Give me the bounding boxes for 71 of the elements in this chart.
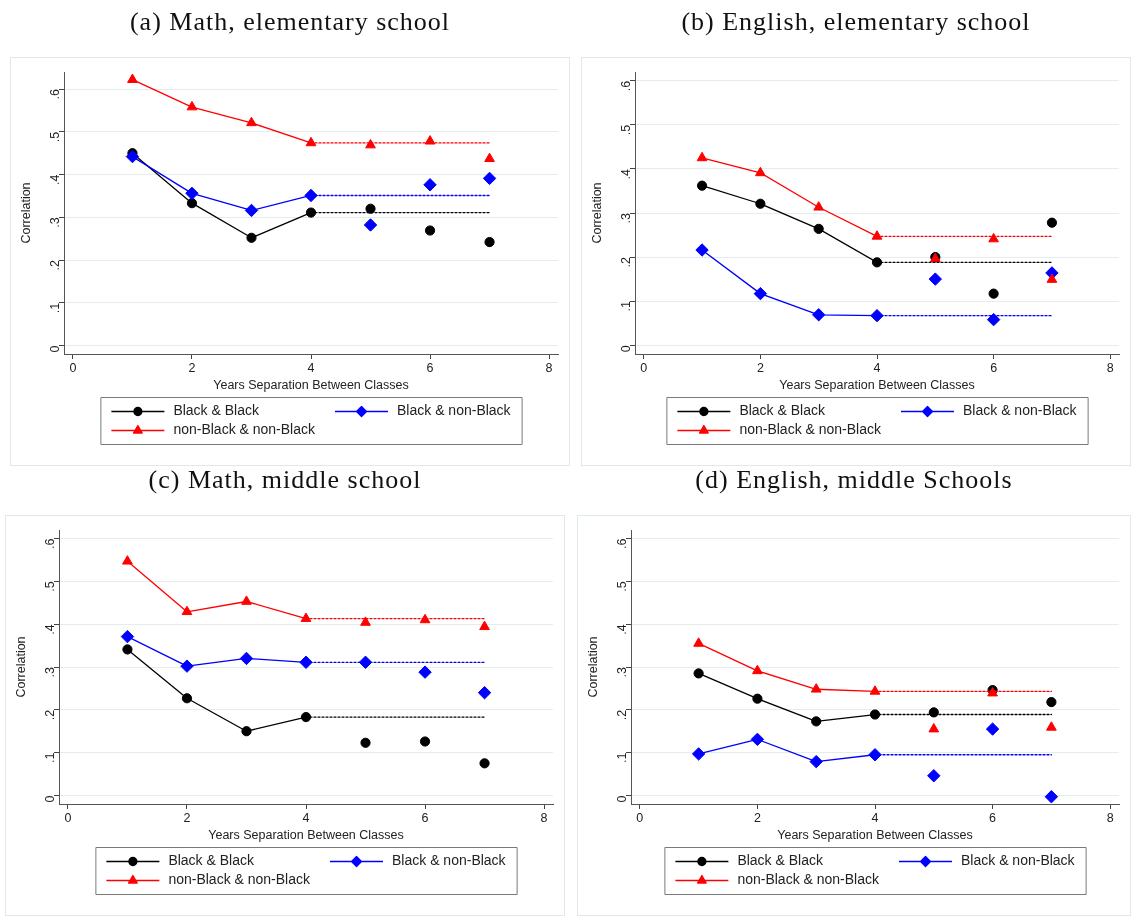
legend-label: Black & Black: [168, 852, 255, 869]
y-tick-label: .3: [48, 217, 63, 228]
x-tick-label: 6: [426, 360, 434, 375]
x-tick-label: 8: [545, 360, 553, 375]
x-tick-label: 4: [873, 360, 881, 375]
x-axis-title: Years Separation Between Classes: [208, 827, 404, 842]
y-tick-label: .2: [48, 259, 63, 271]
y-axis-title: Correlation: [18, 182, 33, 244]
chart-title: (d) English, middle Schools: [694, 464, 1014, 496]
x-tick-label: 6: [990, 360, 998, 375]
x-axis-title: Years Separation Between Classes: [213, 377, 409, 392]
y-tick-label: .5: [619, 124, 634, 136]
y-tick-label: .5: [48, 131, 63, 143]
x-tick-label: 4: [302, 810, 310, 825]
x-tick-label: 6: [989, 810, 997, 825]
y-tick-label: .4: [619, 168, 634, 180]
y-tick-label: .1: [48, 302, 63, 314]
y-axis-title: Correlation: [589, 182, 604, 244]
legend-label: Black & Black: [739, 402, 826, 419]
y-tick-label: .2: [619, 257, 634, 268]
legend-label: Black & non-Black: [397, 402, 512, 419]
legend-label: Black & Black: [737, 852, 824, 869]
y-tick-label: .1: [615, 752, 630, 764]
legend-label: Black & non-Black: [392, 852, 507, 869]
y-tick-label: .3: [43, 666, 58, 678]
x-tick-label: 4: [871, 810, 879, 825]
legend-label: non-Black & non-Black: [173, 421, 317, 438]
x-tick-label: 8: [1106, 360, 1114, 375]
legend-label: non-Black & non-Black: [168, 871, 312, 888]
y-tick-label: .5: [43, 581, 58, 592]
x-tick-label: 8: [1106, 810, 1114, 825]
x-tick-label: 0: [636, 810, 644, 825]
y-tick-label: .3: [615, 666, 630, 678]
x-axis-title: Years Separation Between Classes: [777, 827, 973, 842]
y-tick-label: .2: [43, 709, 58, 721]
x-tick-label: 4: [307, 360, 315, 375]
y-axis-title: Correlation: [585, 636, 600, 698]
y-tick-label: .6: [48, 89, 63, 100]
legend-label: Black & Black: [173, 402, 260, 419]
y-tick-label: .4: [48, 174, 63, 185]
legend-label: Black & non-Black: [963, 402, 1078, 419]
x-tick-label: 8: [540, 810, 548, 825]
y-tick-label: 0: [619, 345, 634, 353]
x-axis-title: Years Separation Between Classes: [779, 377, 975, 392]
x-tick-label: 6: [421, 810, 429, 825]
x-tick-label: 2: [188, 360, 196, 375]
x-tick-label: 0: [69, 360, 77, 375]
y-tick-label: 0: [48, 345, 63, 353]
x-tick-label: 2: [183, 810, 191, 825]
y-tick-label: .4: [615, 624, 630, 635]
legend-label: Black & non-Black: [961, 852, 1076, 869]
chart-title: (b) English, elementary school: [680, 6, 1032, 38]
y-tick-label: .2: [615, 709, 630, 721]
y-tick-label: .1: [619, 301, 634, 312]
y-tick-label: .6: [615, 538, 630, 549]
y-axis-title: Correlation: [13, 636, 28, 698]
y-tick-label: .5: [615, 581, 630, 592]
y-tick-label: .6: [43, 538, 58, 549]
chart-title: (c) Math, middle school: [147, 464, 423, 496]
y-tick-label: .4: [43, 624, 58, 635]
y-tick-label: 0: [615, 795, 630, 803]
y-tick-label: 0: [43, 795, 58, 803]
x-tick-label: 2: [756, 360, 764, 375]
chart-title: (a) Math, elementary school: [128, 6, 452, 38]
legend-label: non-Black & non-Black: [739, 421, 883, 438]
x-tick-label: 2: [753, 810, 761, 825]
y-tick-label: .6: [619, 80, 634, 92]
x-tick-label: 0: [640, 360, 648, 375]
y-tick-label: .3: [619, 212, 634, 224]
legend-label: non-Black & non-Black: [737, 871, 881, 888]
y-tick-label: .1: [43, 752, 58, 764]
